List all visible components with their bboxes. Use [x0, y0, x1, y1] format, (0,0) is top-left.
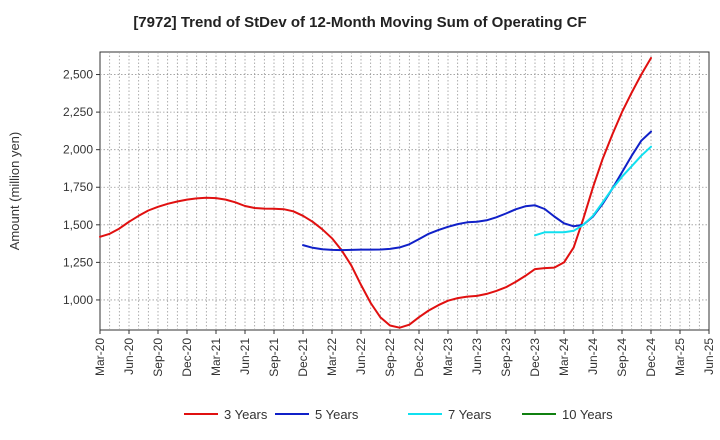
legend-label: 7 Years [448, 407, 492, 422]
x-tick-label: Jun-25 [702, 338, 716, 375]
legend: 3 Years 5 Years 7 Years 10 Years [184, 407, 613, 422]
x-tick-label: Sep-23 [499, 338, 513, 377]
x-tick-label: Mar-25 [673, 338, 687, 376]
y-axis-label: Amount (million yen) [7, 132, 22, 251]
x-tick-label: Sep-21 [267, 338, 281, 377]
y-tick-label: 1,000 [63, 293, 93, 307]
x-tick-label: Dec-21 [296, 338, 310, 377]
x-tick-label: Mar-21 [209, 338, 223, 376]
series-line-3-years [99, 57, 652, 329]
x-tick-label: Dec-22 [412, 338, 426, 377]
x-tick-label: Sep-24 [615, 338, 629, 377]
legend-label: 10 Years [562, 407, 613, 422]
y-tick-label: 1,250 [63, 255, 93, 269]
x-tick-label: Sep-22 [383, 338, 397, 377]
plot-frame [99, 51, 710, 331]
plot-area [99, 51, 710, 331]
y-tick-label: 1,500 [63, 218, 93, 232]
y-tick-label: 2,500 [63, 68, 93, 82]
x-tick-label: Mar-23 [441, 338, 455, 376]
y-gridlines [100, 74, 709, 301]
x-tick-label: Sep-20 [151, 338, 165, 377]
x-tick-label: Jun-21 [238, 338, 252, 375]
legend-label: 5 Years [315, 407, 359, 422]
x-axis: Mar-20 Jun-20 Sep-20 Dec-20 Mar-21 Jun-21 Sep-… [93, 330, 716, 377]
x-tick-label: Mar-24 [557, 338, 571, 376]
legend-label: 3 Years [224, 407, 268, 422]
x-tick-label: Jun-22 [354, 338, 368, 375]
x-tick-label: Jun-23 [470, 338, 484, 375]
x-tick-label: Dec-23 [528, 338, 542, 377]
x-tick-label: Mar-22 [325, 338, 339, 376]
x-tick-label: Dec-20 [180, 338, 194, 377]
y-axis: 1,000 1,250 1,500 1,750 2,000 2,250 2,500 [63, 68, 100, 307]
y-tick-label: 2,250 [63, 105, 93, 119]
x-tick-label: Mar-20 [93, 338, 107, 376]
series-line-7-years [534, 145, 652, 237]
y-tick-label: 1,750 [63, 180, 93, 194]
chart-title: [7972] Trend of StDev of 12-Month Moving… [133, 14, 587, 31]
series-layer [99, 57, 652, 329]
x-tick-label: Dec-24 [644, 338, 658, 377]
x-tick-label: Jun-20 [122, 338, 136, 375]
x-gridlines [109, 52, 700, 330]
x-tick-label: Jun-24 [586, 338, 600, 375]
y-tick-label: 2,000 [63, 143, 93, 157]
